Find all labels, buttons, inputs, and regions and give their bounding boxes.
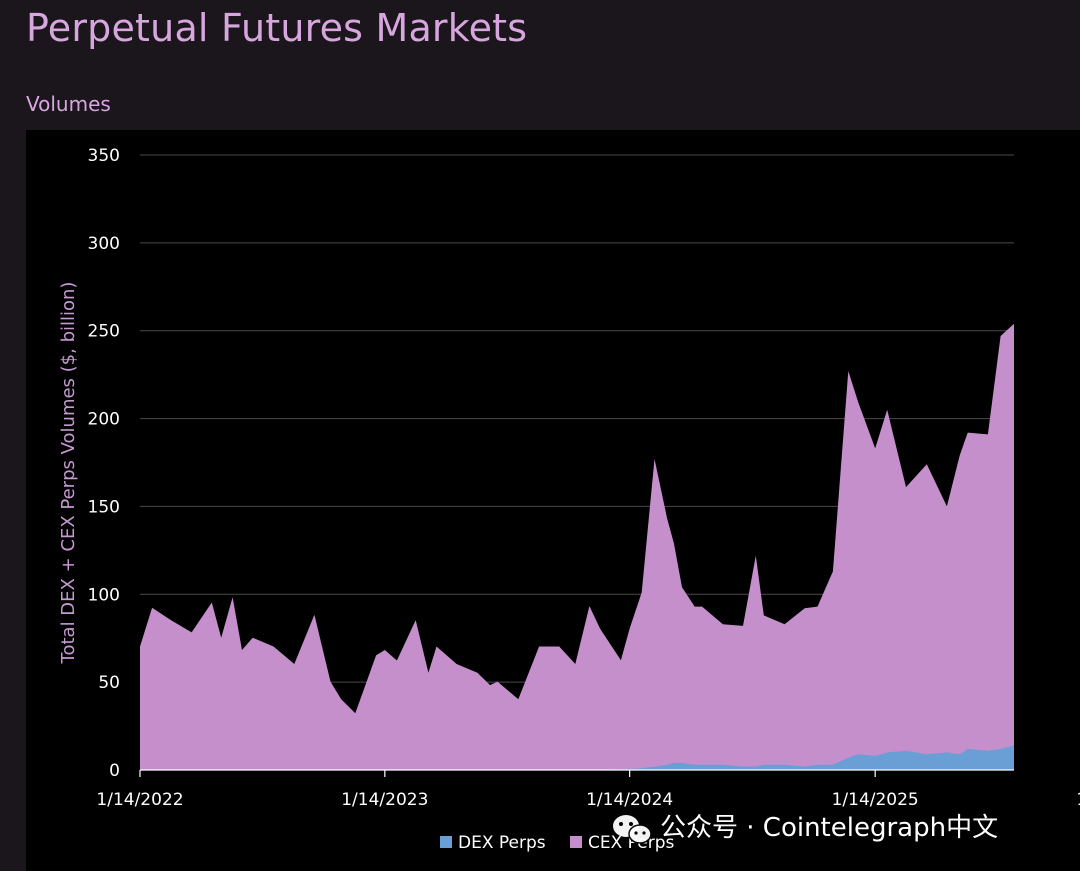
y-tick-label: 50	[98, 673, 120, 693]
x-tick-label: 1/14/2025	[832, 790, 919, 810]
volume-chart: 0 50 100 150 200 250 300 350 1/14/2022 1/14/2023…	[58, 146, 1080, 853]
y-tick-label: 0	[109, 761, 120, 781]
legend-label-cex: CEX Perps	[588, 833, 675, 853]
x-tick-label: 1/14/2026	[1076, 790, 1080, 810]
page-title: Perpetual Futures Markets	[26, 6, 528, 50]
legend-label-dex: DEX Perps	[458, 833, 546, 853]
cex-perps-area	[140, 221, 1014, 771]
y-axis-label: Total DEX + CEX Perps Volumes ($, billio…	[58, 282, 79, 665]
y-tick-label: 200	[88, 410, 120, 430]
y-tick-label: 300	[88, 234, 120, 254]
y-tick-label: 150	[88, 497, 120, 517]
legend-swatch-dex	[440, 836, 452, 848]
grid-lines	[140, 154, 1014, 683]
dex-perps-area	[140, 617, 1014, 770]
axes	[139, 769, 1014, 777]
x-tick-labels: 1/14/2022 1/14/2023 1/14/2024 1/14/2025 1/14…	[96, 790, 1080, 810]
legend-swatch-cex	[570, 836, 582, 848]
legend: DEX Perps CEX Perps	[440, 833, 675, 853]
y-tick-label: 100	[88, 585, 120, 605]
x-tick-label: 1/14/2024	[586, 790, 673, 810]
y-tick-label: 350	[88, 146, 120, 166]
chart-panel: 0 50 100 150 200 250 300 350 1/14/2022 1/14/2023…	[26, 130, 1080, 871]
x-tick-label: 1/14/2022	[96, 790, 183, 810]
section-title: Volumes	[26, 92, 111, 116]
series-areas	[140, 221, 1014, 771]
x-tick-label: 1/14/2023	[341, 790, 428, 810]
y-tick-labels: 0 50 100 150 200 250 300 350	[88, 146, 120, 781]
y-tick-label: 250	[88, 322, 120, 342]
